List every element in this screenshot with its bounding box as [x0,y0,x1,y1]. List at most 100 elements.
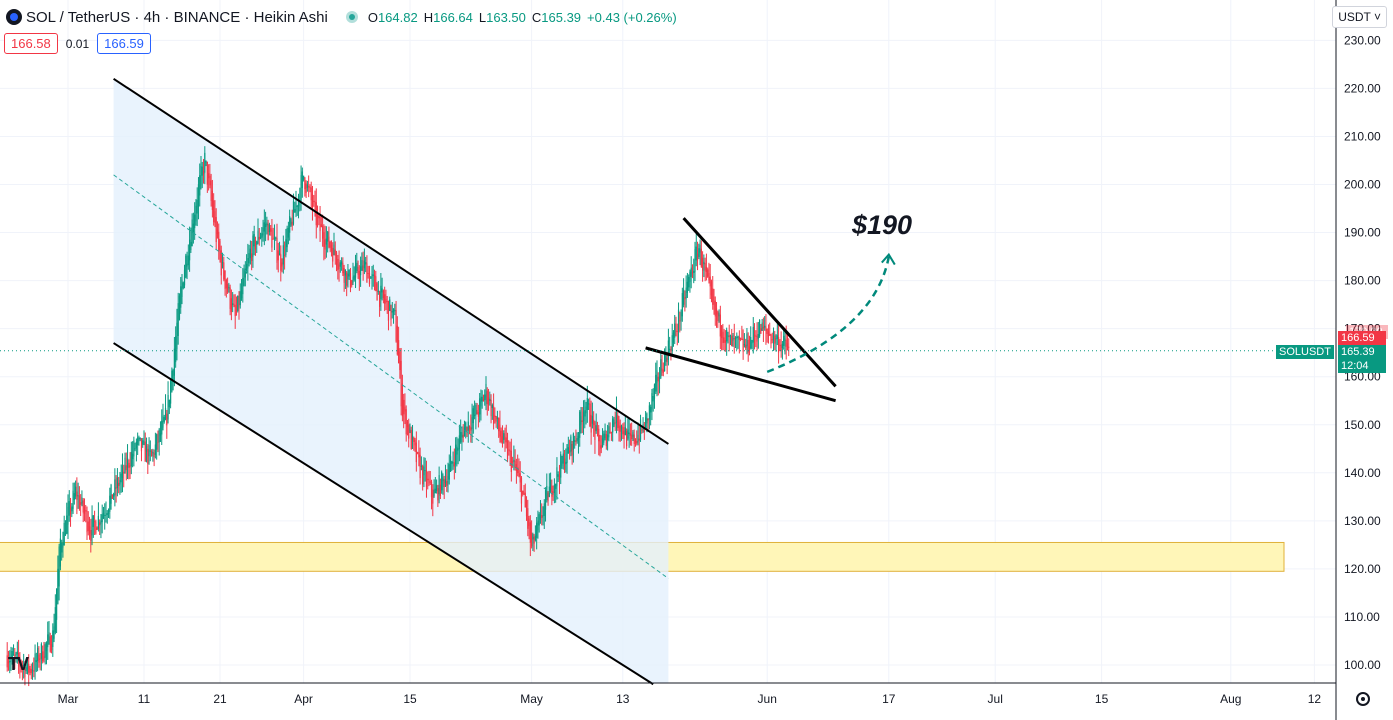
candle-body [719,314,721,337]
candle-body [418,452,420,458]
candle-body [771,339,773,341]
candle-body [751,342,753,344]
candle-body [652,395,654,402]
candle-body [386,300,388,302]
candle-body [111,494,113,499]
candle-body [48,631,50,641]
candle-body [736,336,738,339]
candle-body [769,333,771,336]
candle-body [631,434,633,439]
candle-body [211,190,213,211]
candle-body [427,478,429,481]
candle-body [563,458,566,470]
candle-body [284,254,286,256]
candle-body [178,295,181,320]
candle-body [361,260,363,271]
candle-body [145,446,148,452]
last-price-tag: 165.39 [1338,345,1386,359]
candle-body [81,497,83,504]
candle-body [303,175,305,180]
candle-body [582,411,585,422]
candle-body [177,303,179,336]
candle-body [451,461,453,465]
ohlc-values: O164.82 H166.64 L163.50 C165.39 +0.43 (+… [368,10,677,25]
candle-body [672,332,675,343]
candle-body [7,661,10,664]
candle-body [292,201,295,224]
candle-body [553,484,555,493]
candle-body [398,340,400,364]
candle-body [475,404,477,416]
candle-body [743,344,745,346]
candle-body [436,485,438,491]
candle-body [623,430,625,439]
candle-body [120,473,122,483]
chart-header: SOL / TetherUS · 4h · BINANCE · Heikin A… [6,6,677,28]
candle-body [259,236,262,239]
y-tick-label: 110.00 [1344,610,1380,624]
candle-body [396,325,398,355]
x-tick-label: 17 [882,692,896,706]
candle-body [599,435,601,456]
candle-body [175,336,177,363]
candle-body [80,502,82,505]
candle-body [615,407,618,423]
candle-body [104,514,106,516]
candle-body [94,521,96,523]
currency-select[interactable]: USDT ˅ [1332,6,1387,28]
candle-body [748,346,751,351]
candle-body [512,461,514,463]
candle-body [248,253,250,264]
symbol-title[interactable]: SOL / TetherUS · 4h · BINANCE · Heikin A… [26,8,328,26]
candle-body [147,448,149,464]
candle-body [16,651,18,655]
candle-body [347,273,349,280]
candle-body [172,370,174,382]
candle-body [376,283,378,301]
candle-body [138,437,140,442]
candle-body [330,244,333,251]
candle-body [637,434,639,443]
candle-body [508,449,510,451]
candle-body [724,340,726,343]
candle-body [572,433,574,450]
candle-body [186,263,188,267]
candle-body [210,180,212,202]
candle-body [319,217,321,232]
candle-body [550,479,552,492]
candle-body [119,480,121,485]
candle-body [503,433,505,440]
candle-body [164,407,167,420]
candle-body [258,236,260,240]
candle-body [588,403,590,405]
candle-body [415,442,417,463]
candle-body [509,449,511,452]
candle-body [290,219,292,225]
candle-body [529,522,531,543]
candle-body [498,418,500,432]
candle-body [67,506,69,525]
candle-body [344,269,346,276]
spread-value: 0.01 [65,36,90,51]
candle-body [265,223,267,227]
candle-body [61,542,63,553]
candle-body [137,437,139,446]
candle-body [256,241,258,245]
candle-body [767,331,770,337]
market-status-icon[interactable] [345,11,358,23]
buy-button[interactable]: 166.59 [97,33,151,54]
candle-body [500,430,502,442]
tradingview-logo-icon: TV [8,654,29,674]
candle-body [401,383,403,417]
candle-body [788,346,790,348]
candle-body [135,441,137,449]
candle-body [92,515,94,527]
candle-body [377,290,379,292]
settings-gear-icon[interactable] [1356,692,1370,706]
candle-body [382,290,384,299]
sell-button[interactable]: 166.58 [4,33,58,54]
candle-body [152,452,154,454]
candle-body [522,490,524,495]
candle-body [728,335,730,338]
